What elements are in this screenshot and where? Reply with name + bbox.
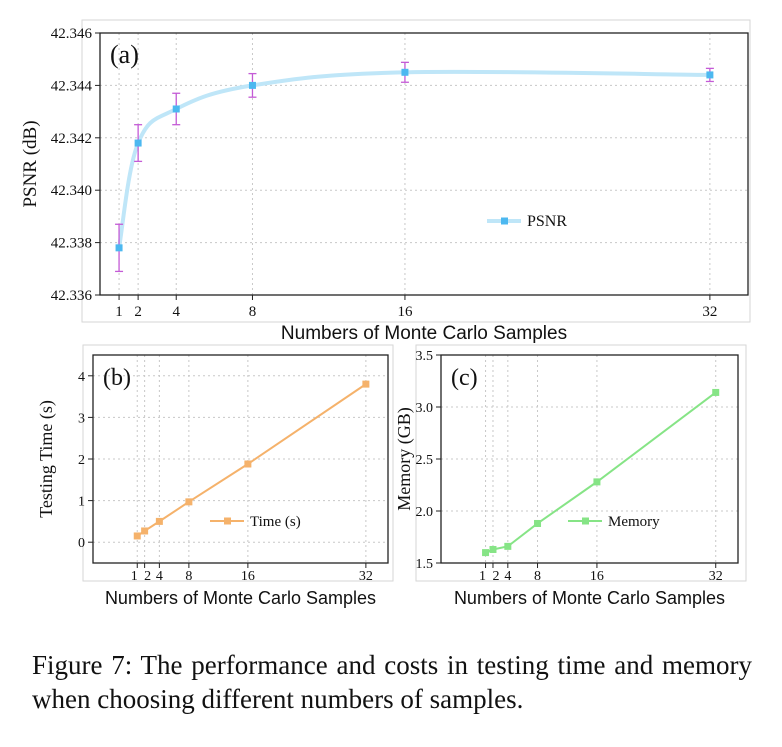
y-axis-label: Testing Time (s) bbox=[36, 400, 57, 518]
data-point bbox=[593, 478, 601, 486]
data-point bbox=[244, 460, 252, 468]
x-tick-label: 1 bbox=[115, 304, 123, 320]
y-tick-label: 42.344 bbox=[51, 78, 93, 94]
data-point bbox=[185, 498, 193, 506]
y-tick-label: 3.5 bbox=[416, 349, 434, 364]
x-axis-label: Numbers of Monte Carlo Samples bbox=[454, 588, 725, 608]
series-line bbox=[485, 391, 717, 554]
legend-marker bbox=[582, 517, 589, 525]
y-tick-label: 4 bbox=[78, 370, 85, 385]
y-tick-label: 1.5 bbox=[416, 557, 434, 572]
data-point bbox=[401, 68, 409, 76]
panel-outer-frame bbox=[81, 19, 751, 323]
y-tick-label: 42.340 bbox=[51, 183, 92, 199]
data-point bbox=[706, 71, 714, 79]
panel-label: (c) bbox=[451, 365, 478, 391]
x-tick-label: 4 bbox=[172, 304, 180, 320]
y-tick-label: 42.346 bbox=[51, 26, 93, 42]
y-axis-label: Memory (GB) bbox=[394, 407, 415, 510]
x-tick-label: 8 bbox=[534, 569, 541, 584]
data-point bbox=[534, 519, 542, 527]
x-axis-label: Numbers of Monte Carlo Samples bbox=[105, 588, 376, 608]
x-tick-label: 2 bbox=[134, 304, 142, 320]
x-tick-label: 2 bbox=[492, 569, 499, 584]
data-point bbox=[489, 545, 497, 553]
panel-outer-frame bbox=[82, 344, 394, 582]
x-tick-label: 1 bbox=[131, 569, 138, 584]
data-point bbox=[141, 527, 149, 535]
data-point bbox=[248, 81, 256, 89]
x-tick-label: 16 bbox=[590, 569, 604, 584]
data-point bbox=[133, 532, 141, 540]
legend-label: PSNR bbox=[527, 213, 567, 230]
x-tick-label: 4 bbox=[156, 569, 163, 584]
x-tick-label: 32 bbox=[359, 569, 373, 584]
x-tick-label: 8 bbox=[185, 569, 192, 584]
chart-panel-memory: 1.5 2.0 2.5 3.0 3.5 1 2 4 8 16 32 Numbers of Monte … bbox=[394, 344, 747, 608]
data-point bbox=[172, 105, 180, 113]
y-tick-label: 0 bbox=[78, 536, 85, 551]
panel-outer-frame bbox=[415, 344, 747, 582]
panel-label: (a) bbox=[110, 40, 139, 69]
chart-panel-psnr: 42.336 42.338 42.340 42.342 42.344 42.346 1 2 4 8… bbox=[20, 19, 751, 344]
y-tick-label: 3 bbox=[78, 411, 85, 426]
x-tick-label: 32 bbox=[709, 569, 723, 584]
data-point bbox=[115, 244, 123, 252]
x-axis-label: Numbers of Monte Carlo Samples bbox=[281, 323, 567, 344]
data-point bbox=[504, 542, 512, 550]
y-tick-label: 42.336 bbox=[51, 288, 93, 304]
legend-marker bbox=[501, 217, 508, 225]
legend-label: Time (s) bbox=[250, 514, 301, 530]
data-point bbox=[155, 517, 163, 525]
y-tick-label: 42.342 bbox=[51, 131, 92, 147]
data-point bbox=[134, 139, 142, 147]
y-tick-label: 2.5 bbox=[416, 453, 434, 468]
y-tick-label: 2.0 bbox=[416, 505, 434, 520]
x-tick-label: 1 bbox=[479, 569, 486, 584]
legend-label: Memory bbox=[608, 514, 660, 530]
y-tick-label: 42.338 bbox=[51, 236, 92, 252]
y-tick-label: 2 bbox=[78, 453, 85, 468]
legend-marker bbox=[224, 517, 231, 525]
series-line bbox=[117, 69, 710, 249]
x-tick-label: 4 bbox=[504, 569, 511, 584]
y-tick-label: 3.0 bbox=[416, 401, 434, 416]
x-tick-label: 2 bbox=[144, 569, 151, 584]
data-point bbox=[482, 549, 490, 557]
data-point bbox=[712, 388, 720, 396]
x-tick-label: 8 bbox=[249, 304, 257, 320]
x-tick-label: 16 bbox=[241, 569, 255, 584]
y-axis-label: PSNR (dB) bbox=[20, 120, 41, 207]
figure-caption: Figure 7: The performance and costs in t… bbox=[32, 650, 752, 714]
data-point bbox=[362, 380, 370, 388]
y-tick-label: 1 bbox=[78, 495, 85, 510]
panel-label: (b) bbox=[103, 365, 131, 391]
plot-area-frame bbox=[99, 32, 749, 296]
x-tick-label: 32 bbox=[702, 304, 717, 320]
x-tick-label: 16 bbox=[397, 304, 413, 320]
